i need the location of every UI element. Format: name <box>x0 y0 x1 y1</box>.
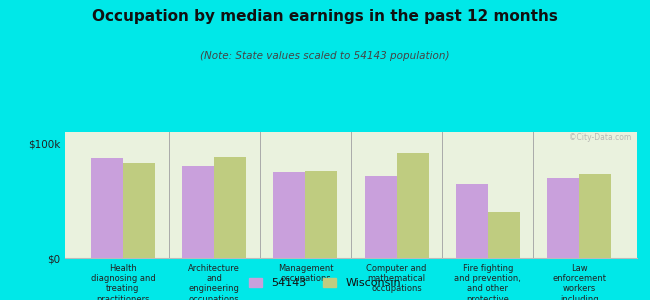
Bar <box>547 178 579 258</box>
Bar <box>396 153 428 258</box>
Bar <box>365 176 396 258</box>
Bar <box>306 171 337 258</box>
Bar <box>579 174 611 258</box>
Bar <box>456 184 488 258</box>
Text: Occupation by median earnings in the past 12 months: Occupation by median earnings in the pas… <box>92 9 558 24</box>
Legend: 54143, Wisconsin: 54143, Wisconsin <box>246 274 404 291</box>
Bar <box>123 163 155 258</box>
Bar <box>274 172 305 258</box>
Bar <box>488 212 520 258</box>
Bar <box>214 157 246 258</box>
Bar <box>182 167 214 258</box>
Text: ©City-Data.com: ©City-Data.com <box>569 133 631 142</box>
Text: (Note: State values scaled to 54143 population): (Note: State values scaled to 54143 popu… <box>200 51 450 61</box>
Bar <box>91 158 123 258</box>
